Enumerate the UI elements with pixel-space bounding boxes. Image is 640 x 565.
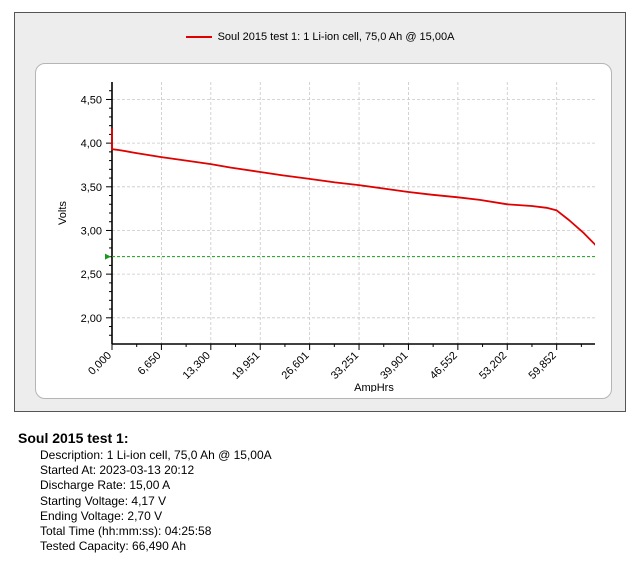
summary-total-time: Total Time (hh:mm:ss): 04:25:58	[40, 524, 212, 539]
summary-description: Description: 1 Li-ion cell, 75,0 Ah @ 15…	[40, 448, 272, 462]
x-tick-label: 59,852	[527, 350, 559, 382]
x-tick-label: 19,951	[230, 350, 262, 382]
summary-discharge-rate: Discharge Rate: 15,00 A	[40, 478, 171, 493]
y-tick-label: 2,50	[81, 269, 102, 281]
y-tick-label: 3,00	[81, 225, 102, 237]
x-tick-label: 6,650	[136, 350, 164, 378]
x-tick-label: 33,251	[329, 350, 361, 382]
y-tick-label: 2,00	[81, 313, 102, 325]
x-axis-label: AmpHrs	[354, 382, 394, 392]
x-tick-label: 0,000	[86, 350, 114, 378]
summary-starting-voltage: Starting Voltage: 4,17 V	[40, 493, 167, 508]
legend-swatch	[185, 36, 212, 39]
reference-marker-icon	[105, 253, 111, 260]
summary-started-at: Started At: 2023-03-13 20:12	[40, 463, 195, 478]
chart-frame: Soul 2015 test 1: 1 Li-ion cell, 75,0 Ah…	[14, 12, 626, 412]
legend-label: Soul 2015 test 1: 1 Li-ion cell, 75,0 Ah…	[217, 31, 455, 43]
chart-legend: Soul 2015 test 1: 1 Li-ion cell, 75,0 Ah…	[15, 31, 625, 43]
x-tick-label: 13,300	[181, 350, 213, 382]
x-tick-label: 46,552	[428, 350, 460, 382]
series-line	[111, 128, 595, 246]
test-summary: Soul 2015 test 1: Description: 1 Li-ion …	[18, 430, 272, 554]
y-tick-label: 3,50	[81, 182, 102, 194]
y-tick-label: 4,00	[81, 138, 102, 150]
x-tick-label: 39,901	[378, 350, 410, 382]
plot-panel: 2,00 2,50 3,00 3,50 4,00 4,50 0,000 6,650 13,300…	[35, 63, 612, 399]
summary-title: Soul 2015 test 1:	[18, 430, 129, 446]
y-tick-label: 4,50	[81, 94, 102, 106]
x-tick-label: 53,202	[477, 350, 509, 382]
summary-ending-voltage: Ending Voltage: 2,70 V	[40, 508, 163, 523]
summary-tested-capacity: Tested Capacity: 66,490 Ah	[40, 539, 187, 554]
x-tick-label: 26,601	[279, 350, 311, 382]
y-axis-label: Volts	[57, 201, 69, 225]
chart-plot: 2,00 2,50 3,00 3,50 4,00 4,50 0,000 6,650 13,300…	[57, 82, 595, 392]
